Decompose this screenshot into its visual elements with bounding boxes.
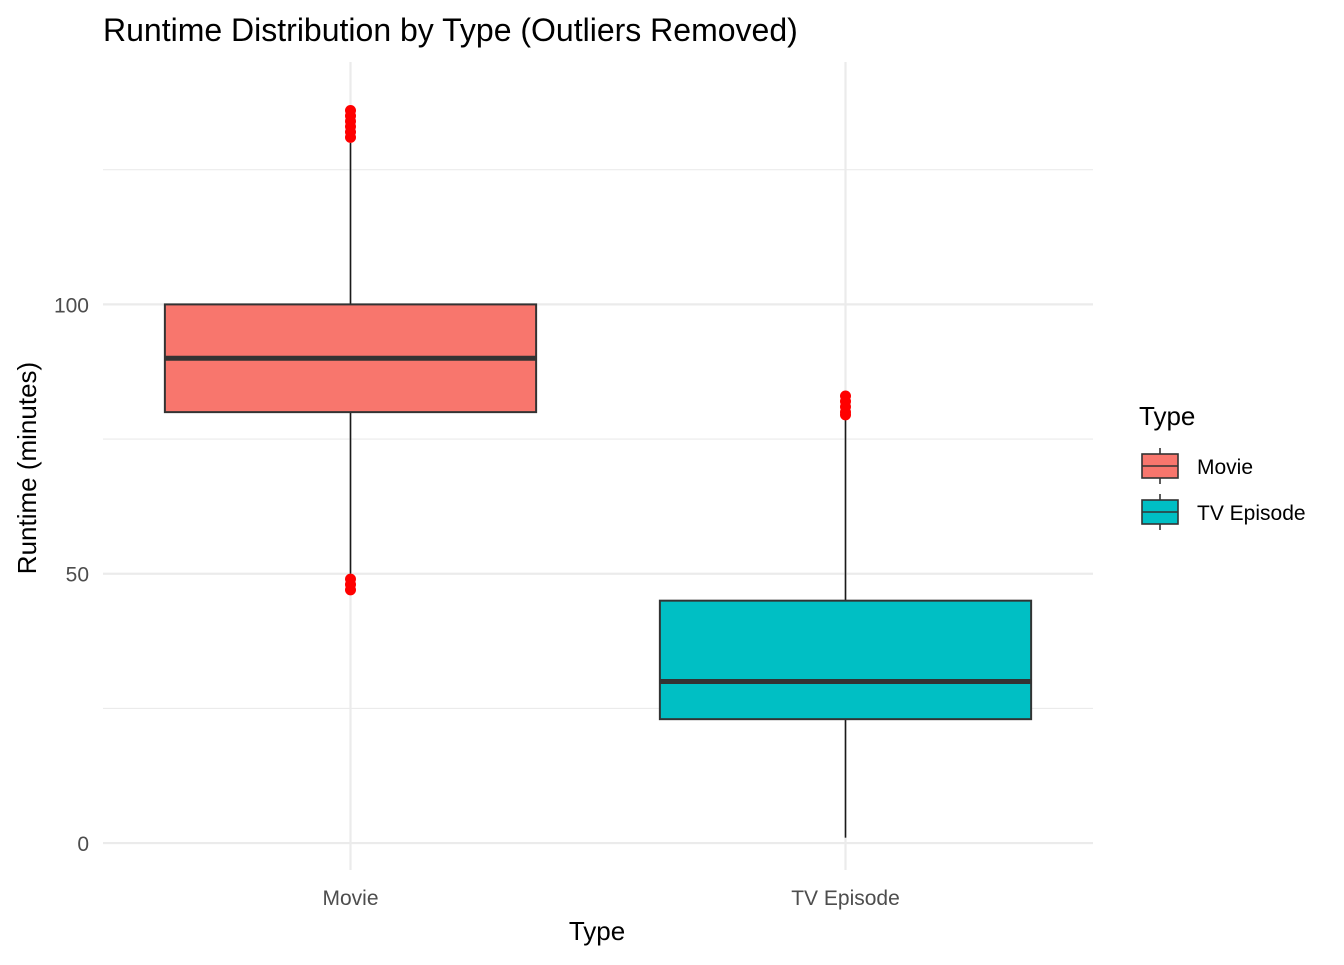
y-tick-label: 100 (54, 294, 89, 317)
y-tick-label: 50 (66, 564, 89, 587)
box-group-tv-episode (658, 390, 1033, 838)
outlier-point (840, 390, 851, 402)
grid-layer (103, 62, 1093, 870)
y-axis-label: Runtime (minutes) (12, 362, 42, 574)
y-tick-label: 0 (77, 833, 89, 856)
legend-title: Type (1139, 401, 1195, 431)
box-group-movie (163, 104, 538, 596)
outlier-point (345, 573, 356, 585)
legend-item-movie: Movie (1141, 448, 1253, 484)
x-axis-label: Type (569, 916, 625, 946)
legend-label: TV Episode (1197, 502, 1306, 525)
box-layer (163, 104, 1033, 838)
x-tick-label: TV Episode (791, 887, 900, 910)
chart-title: Runtime Distribution by Type (Outliers R… (103, 12, 798, 48)
box (658, 599, 1033, 721)
outlier-point (345, 104, 356, 116)
legend: Movie TV Episode (1141, 448, 1306, 530)
axis-layer: 0 50 100 Movie TV Episode (54, 294, 900, 910)
x-tick-label: Movie (322, 887, 378, 910)
legend-item-tv-episode: TV Episode (1141, 494, 1306, 530)
legend-label: Movie (1197, 456, 1253, 479)
